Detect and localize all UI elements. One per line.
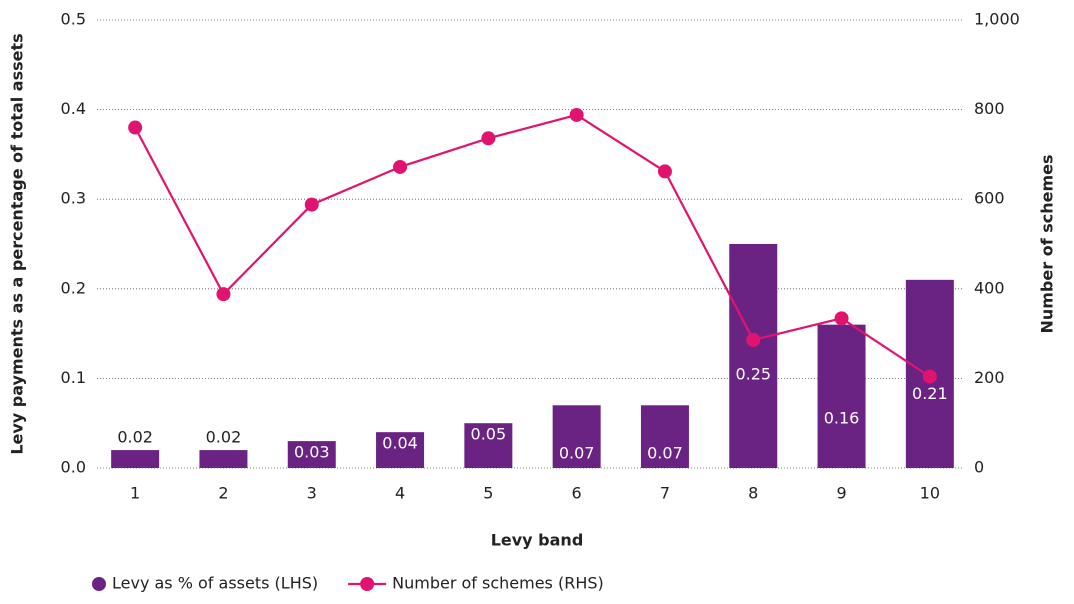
x-tick-label: 2 bbox=[218, 484, 228, 503]
x-tick-label: 4 bbox=[395, 484, 405, 503]
bar bbox=[552, 405, 601, 468]
bar bbox=[376, 432, 425, 468]
x-tick-label: 6 bbox=[572, 484, 582, 503]
y-tick-label: 0.3 bbox=[61, 189, 86, 208]
data-label: 0.02 bbox=[117, 428, 153, 447]
line-marker bbox=[128, 120, 143, 135]
legend-label: Levy as % of assets (LHS) bbox=[112, 574, 318, 593]
y-tick-label: 0.4 bbox=[61, 99, 86, 118]
line-marker bbox=[834, 311, 849, 326]
line-marker bbox=[922, 369, 937, 384]
line-marker bbox=[393, 159, 408, 174]
y2-tick-label: 1,000 bbox=[974, 10, 1020, 29]
data-label: 0.05 bbox=[471, 425, 507, 444]
legend-swatch bbox=[360, 577, 375, 591]
line-marker bbox=[304, 197, 319, 212]
line-marker bbox=[657, 164, 672, 179]
bar bbox=[817, 324, 866, 468]
line bbox=[134, 113, 931, 378]
x-tick-label: 10 bbox=[920, 484, 940, 503]
x-tick-label: 5 bbox=[483, 484, 493, 503]
y-tick-label: 0.1 bbox=[61, 368, 86, 387]
legend-swatch bbox=[92, 577, 106, 591]
y2-tick-label: 800 bbox=[974, 99, 1005, 118]
bar bbox=[729, 244, 778, 468]
y2-tick-label: 600 bbox=[974, 189, 1005, 208]
data-label: 0.02 bbox=[206, 428, 242, 447]
line-marker bbox=[746, 332, 761, 347]
x-tick-label: 7 bbox=[660, 484, 670, 503]
data-label: 0.07 bbox=[647, 444, 683, 463]
y-tick-label: 0.2 bbox=[61, 278, 86, 297]
y2-tick-label: 200 bbox=[974, 368, 1005, 387]
x-tick-label: 1 bbox=[130, 484, 140, 503]
line-marker bbox=[481, 131, 496, 146]
data-label: 0.25 bbox=[735, 364, 771, 383]
x-tick-label: 8 bbox=[748, 484, 758, 503]
x-axis-title: Levy band bbox=[491, 531, 584, 550]
data-label: 0.07 bbox=[559, 444, 595, 463]
data-label: 0.21 bbox=[912, 384, 948, 403]
bar bbox=[199, 450, 248, 468]
y2-tick-label: 400 bbox=[974, 278, 1005, 297]
bar bbox=[287, 441, 336, 468]
y-axis-title: Levy payments as a percentage of total a… bbox=[8, 33, 27, 454]
data-label: 0.03 bbox=[294, 443, 330, 462]
y-tick-label: 0.5 bbox=[61, 10, 86, 29]
line-marker bbox=[216, 287, 231, 302]
y-tick-label: 0.0 bbox=[61, 458, 86, 477]
x-tick-label: 9 bbox=[836, 484, 846, 503]
y2-tick-label: 0 bbox=[974, 458, 984, 477]
x-tick-label: 3 bbox=[307, 484, 317, 503]
data-label: 0.16 bbox=[824, 409, 860, 428]
data-label: 0.04 bbox=[382, 434, 418, 453]
y2-axis-title: Number of schemes bbox=[1038, 154, 1057, 333]
bar bbox=[640, 405, 689, 468]
bar bbox=[464, 423, 513, 468]
bar bbox=[111, 450, 160, 468]
line-marker bbox=[569, 107, 584, 122]
legend-label: Number of schemes (RHS) bbox=[392, 574, 604, 593]
